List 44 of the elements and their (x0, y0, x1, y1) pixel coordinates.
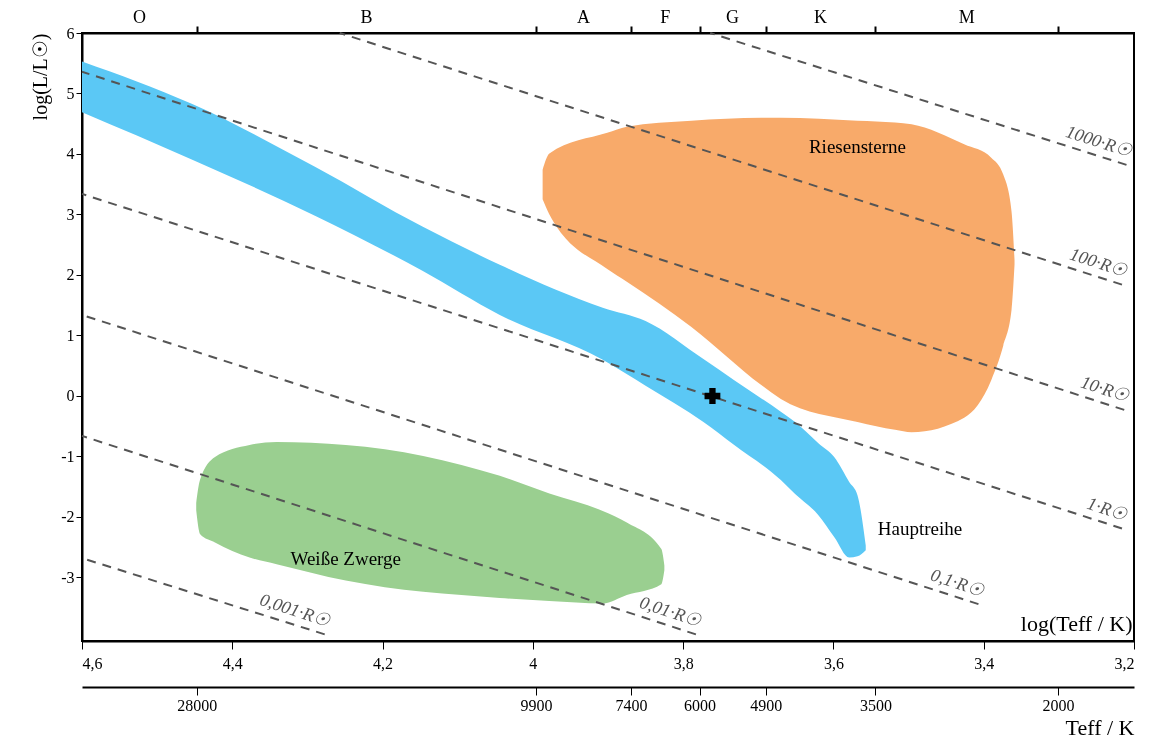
y-tick-label: 1 (66, 326, 75, 344)
annotation: Hauptreihe (877, 518, 963, 540)
y-tick-label: 4 (66, 145, 75, 163)
x2-tick-label: 4900 (750, 696, 783, 714)
text: 100·R☉ (1067, 243, 1131, 282)
y-tick-label: 3 (66, 205, 75, 223)
y-tick-label: -3 (61, 568, 75, 586)
x2-axis-title: Teff / K (1065, 714, 1135, 740)
text: 1·R☉ (1084, 493, 1131, 525)
x2-tick-label: 28000 (177, 696, 218, 714)
y-axis-title: log(L/L☉) (29, 33, 53, 121)
text: F (660, 7, 671, 27)
x-tick-label: 3,6 (823, 654, 844, 672)
annotation: Riesensterne (808, 135, 907, 157)
y-tick-label: -2 (61, 508, 75, 526)
x2-tick-label: 9900 (520, 696, 553, 714)
x-axis-title: log(Teff / K) (1020, 610, 1133, 636)
x-tick-label: 3,8 (673, 654, 694, 672)
text: O (132, 7, 146, 27)
y-tick-label: 5 (66, 85, 75, 102)
text: M (958, 7, 975, 27)
text: 0,01·R☉ (637, 592, 705, 631)
text: 10·R☉ (1078, 371, 1133, 407)
x2-tick-label: 7400 (615, 696, 648, 714)
x-tick-label: 4,2 (373, 654, 394, 672)
text: G (726, 7, 740, 27)
text: B (360, 7, 373, 27)
x-tick-label: 4 (529, 654, 538, 672)
x2-tick-label: 3500 (859, 696, 892, 714)
x-tick-label: 4,6 (82, 654, 103, 672)
y-tick-label: 0 (66, 387, 75, 405)
y-tick-label: -1 (61, 447, 75, 465)
x-tick-label: 4,4 (222, 654, 243, 672)
annotation: Weiße Zwerge (290, 547, 401, 569)
y-tick-label: 6 (66, 24, 75, 42)
text: 1000·R☉ (1063, 121, 1135, 162)
x2-tick-label: 6000 (684, 696, 717, 714)
text: K (814, 7, 828, 27)
text: 0,1·R☉ (928, 564, 987, 601)
y-tick-label: 2 (66, 266, 75, 284)
text: A (577, 7, 591, 27)
x-tick-label: 3,2 (1114, 654, 1135, 672)
x-tick-label: 3,4 (974, 654, 995, 672)
x2-tick-label: 2000 (1042, 696, 1075, 714)
